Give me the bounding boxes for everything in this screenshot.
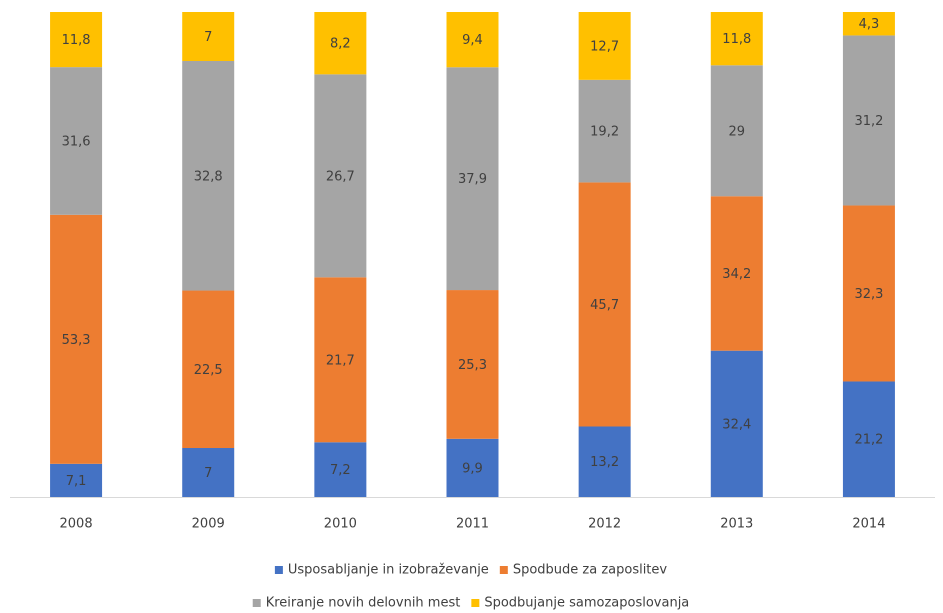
- data-label: 37,9: [458, 172, 487, 187]
- data-label: 21,2: [854, 433, 883, 448]
- bar-segment: [578, 79, 631, 183]
- legend-swatch: [499, 566, 508, 574]
- data-label: 32,8: [194, 169, 223, 184]
- data-label: 21,7: [326, 353, 355, 368]
- bar-segment: [710, 196, 763, 351]
- bar-segment: [710, 65, 763, 197]
- x-tick-label: 2011: [456, 517, 489, 532]
- legend-label: Kreiranje novih delovnih mest: [266, 596, 461, 611]
- data-label: 53,3: [62, 333, 91, 348]
- data-label: 26,7: [326, 169, 355, 184]
- legend-label: Spodbude za zaposlitev: [513, 563, 668, 578]
- legend-label: Usposabljanje in izobraževanje: [288, 563, 489, 578]
- data-label: 29: [729, 124, 746, 139]
- x-tick-label: 2009: [192, 517, 225, 532]
- bar-segment: [314, 277, 367, 443]
- bar-segment: [842, 12, 895, 36]
- bar-segment: [578, 426, 631, 497]
- legend-label: Spodbujanje samozaposlovanja: [484, 596, 689, 611]
- data-label: 9,4: [462, 33, 483, 48]
- data-label: 25,3: [458, 358, 487, 373]
- bar-segment: [50, 463, 103, 497]
- bar-segment: [842, 205, 895, 382]
- data-label: 11,8: [722, 32, 751, 47]
- data-label: 11,8: [62, 33, 91, 48]
- bar-segment: [314, 12, 367, 75]
- data-label: 7: [204, 30, 212, 45]
- data-label: 34,2: [722, 267, 751, 282]
- bar-segment: [50, 214, 103, 464]
- bar-segment: [842, 381, 895, 497]
- bar-segment: [314, 442, 367, 497]
- data-label: 7: [204, 466, 212, 481]
- bar-segment: [578, 182, 631, 427]
- bar-segment: [446, 67, 499, 291]
- bar-segment: [446, 12, 499, 68]
- bar-segment: [182, 290, 235, 449]
- legend-swatch: [471, 599, 480, 607]
- data-label: 32,3: [854, 287, 883, 302]
- bar-segment: [578, 12, 631, 80]
- legend-swatch: [252, 599, 261, 607]
- data-label: 4,3: [859, 17, 880, 32]
- data-label: 45,7: [590, 298, 619, 313]
- x-tick-label: 2012: [588, 517, 621, 532]
- data-label: 22,5: [194, 363, 223, 378]
- data-label: 32,4: [722, 417, 751, 432]
- data-label: 12,7: [590, 39, 619, 54]
- bar-segment: [710, 12, 763, 66]
- data-label: 8,2: [330, 37, 351, 52]
- data-label: 7,2: [330, 463, 351, 478]
- bar-segment: [314, 74, 367, 278]
- bar-segment: [446, 290, 499, 439]
- x-tick-label: 2008: [60, 517, 93, 532]
- data-label: 7,1: [66, 474, 87, 489]
- bar-segment: [842, 35, 895, 206]
- legend-swatch: [274, 566, 283, 574]
- bar-segment: [446, 438, 499, 497]
- bar-segment: [182, 448, 235, 497]
- data-label: 9,9: [462, 461, 483, 476]
- bar-segment: [182, 60, 235, 291]
- x-tick-label: 2010: [324, 517, 357, 532]
- bar-segment: [710, 350, 763, 497]
- data-label: 13,2: [590, 455, 619, 470]
- bar-segment: [50, 12, 103, 68]
- bar-segment: [50, 67, 103, 215]
- x-tick-label: 2013: [720, 517, 753, 532]
- data-label: 31,2: [854, 114, 883, 129]
- bar-segment: [182, 12, 235, 61]
- x-tick-label: 2014: [852, 517, 885, 532]
- data-label: 19,2: [590, 125, 619, 140]
- data-label: 31,6: [62, 134, 91, 149]
